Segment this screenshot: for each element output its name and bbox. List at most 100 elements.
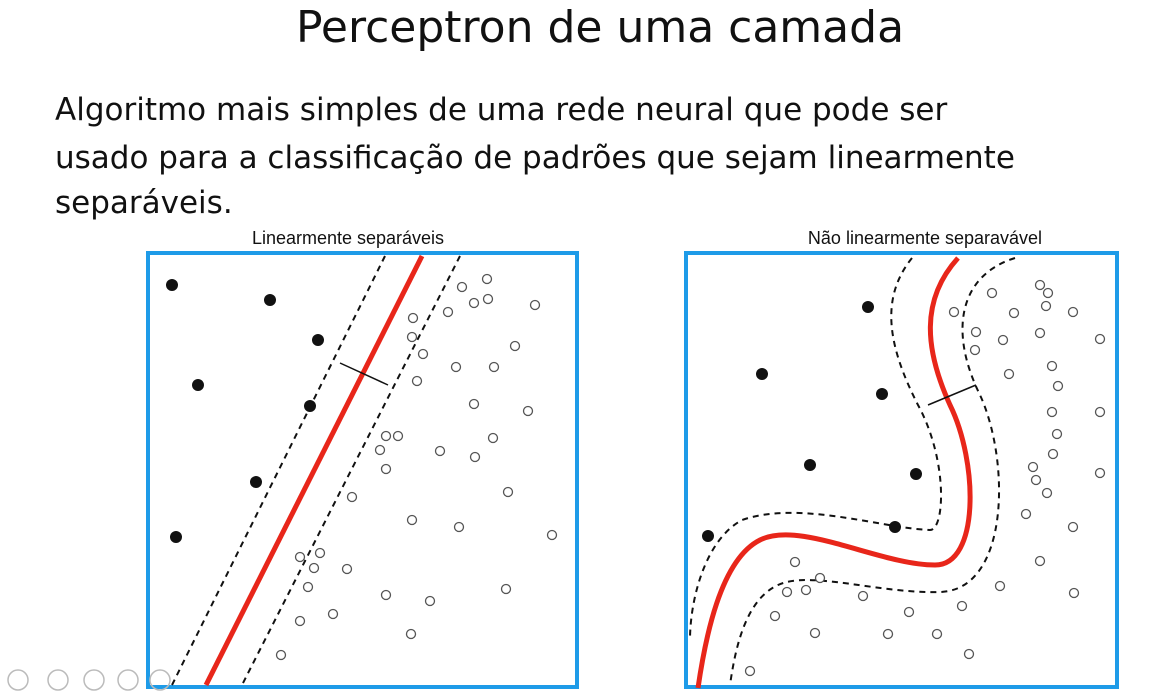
class-b-point xyxy=(769,610,781,622)
class-b-point xyxy=(502,486,514,498)
class-b-point xyxy=(1052,380,1064,392)
class-b-point xyxy=(800,584,812,596)
margin-line xyxy=(171,255,386,686)
class-b-point xyxy=(1041,487,1053,499)
class-b-point xyxy=(1047,448,1059,460)
class-b-point xyxy=(314,547,326,559)
class-b-point xyxy=(453,521,465,533)
class-b-point xyxy=(1020,508,1032,520)
class-b-point xyxy=(1042,287,1054,299)
class-b-point xyxy=(500,583,512,595)
class-a-point xyxy=(702,530,714,542)
class-a-point xyxy=(264,294,276,306)
class-b-point xyxy=(1094,333,1106,345)
class-b-point xyxy=(294,551,306,563)
class-b-point xyxy=(882,628,894,640)
class-b-point xyxy=(1046,360,1058,372)
class-b-point xyxy=(970,326,982,338)
class-a-point xyxy=(192,379,204,391)
class-b-point xyxy=(405,628,417,640)
class-b-point xyxy=(374,444,386,456)
class-b-point xyxy=(469,451,481,463)
class-b-point xyxy=(488,361,500,373)
class-b-point xyxy=(411,375,423,387)
class-b-point xyxy=(744,665,756,677)
class-b-point xyxy=(407,312,419,324)
panel-frame xyxy=(684,251,1119,689)
class-b-point xyxy=(468,398,480,410)
class-b-point xyxy=(481,273,493,285)
class-b-point xyxy=(380,589,392,601)
player-controls xyxy=(7,669,171,691)
decision-boundary xyxy=(695,256,973,689)
class-b-point xyxy=(1094,467,1106,479)
class-b-point xyxy=(450,361,462,373)
class-b-point xyxy=(380,430,392,442)
margin-arrow xyxy=(927,384,977,406)
class-b-point xyxy=(1034,555,1046,567)
class-a-point xyxy=(910,468,922,480)
class-b-point xyxy=(956,600,968,612)
class-b-point xyxy=(1030,474,1042,486)
class-b-point xyxy=(781,586,793,598)
class-b-point xyxy=(814,572,826,584)
class-b-point xyxy=(487,432,499,444)
class-b-point xyxy=(522,405,534,417)
class-b-point xyxy=(1034,279,1046,291)
class-b-point xyxy=(986,287,998,299)
panel-label: Linearmente separáveis xyxy=(252,228,444,248)
class-b-point xyxy=(434,445,446,457)
class-b-point xyxy=(456,281,468,293)
class-a-point xyxy=(876,388,888,400)
class-b-point xyxy=(308,562,320,574)
class-b-point xyxy=(931,628,943,640)
margin-line xyxy=(689,257,943,641)
class-a-point xyxy=(312,334,324,346)
class-b-point xyxy=(509,340,521,352)
class-b-point xyxy=(406,514,418,526)
class-b-point xyxy=(424,595,436,607)
class-b-point xyxy=(327,608,339,620)
margin-line xyxy=(241,255,461,686)
class-a-point xyxy=(250,476,262,488)
class-b-point xyxy=(969,344,981,356)
class-b-point xyxy=(1003,368,1015,380)
panel-label: Não linearmente separavável xyxy=(808,228,1042,248)
class-b-point xyxy=(546,529,558,541)
body-text: Algoritmo mais simples de uma rede neura… xyxy=(55,92,948,128)
class-b-point xyxy=(294,615,306,627)
class-b-point xyxy=(468,297,480,309)
class-b-point xyxy=(1068,587,1080,599)
body-text: separáveis. xyxy=(55,185,233,221)
class-b-point xyxy=(275,649,287,661)
class-b-point xyxy=(482,293,494,305)
class-b-point xyxy=(1067,521,1079,533)
class-b-point xyxy=(809,627,821,639)
body-text: usado para a classificação de padrões qu… xyxy=(55,140,1015,176)
slide-title: Perceptron de uma camada xyxy=(295,2,905,53)
class-b-point xyxy=(1051,428,1063,440)
class-a-point xyxy=(756,368,768,380)
panel-frame xyxy=(146,251,579,689)
class-b-point xyxy=(392,430,404,442)
class-b-point xyxy=(1046,406,1058,418)
margin-line xyxy=(729,257,1016,686)
class-b-point xyxy=(442,306,454,318)
class-b-point xyxy=(529,299,541,311)
class-b-point xyxy=(1034,327,1046,339)
class-b-point xyxy=(994,580,1006,592)
margin-arrow xyxy=(339,362,389,386)
class-b-point xyxy=(789,556,801,568)
class-b-point xyxy=(948,306,960,318)
class-a-point xyxy=(170,531,182,543)
class-b-point xyxy=(1008,307,1020,319)
class-a-point xyxy=(889,521,901,533)
class-a-point xyxy=(804,459,816,471)
class-b-point xyxy=(1094,406,1106,418)
class-a-point xyxy=(166,279,178,291)
class-b-point xyxy=(346,491,358,503)
class-b-point xyxy=(406,331,418,343)
class-b-point xyxy=(380,463,392,475)
